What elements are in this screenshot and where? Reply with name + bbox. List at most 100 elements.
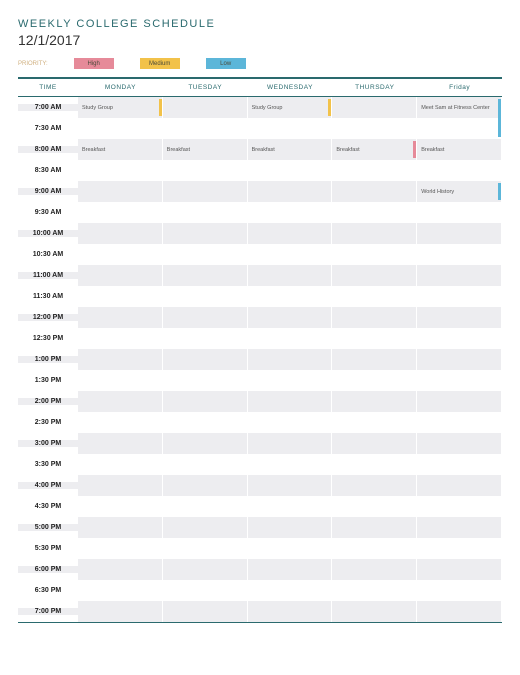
schedule-cell[interactable] [163,370,248,391]
schedule-cell[interactable]: Breakfast [163,139,248,160]
schedule-cell[interactable] [78,328,163,349]
schedule-cell[interactable] [417,328,502,349]
schedule-cell[interactable] [163,202,248,223]
schedule-cell[interactable]: Study Group [248,97,333,118]
schedule-cell[interactable] [78,160,163,181]
schedule-cell[interactable] [163,538,248,559]
schedule-cell[interactable] [78,559,163,580]
schedule-cell[interactable] [163,412,248,433]
schedule-cell[interactable] [248,286,333,307]
schedule-cell[interactable] [78,601,163,622]
schedule-cell[interactable] [163,160,248,181]
schedule-cell[interactable] [163,433,248,454]
schedule-cell[interactable] [78,181,163,202]
schedule-cell[interactable] [332,97,417,118]
schedule-cell[interactable] [78,475,163,496]
schedule-cell[interactable] [248,601,333,622]
schedule-cell[interactable] [248,307,333,328]
schedule-cell[interactable] [248,202,333,223]
schedule-cell[interactable] [332,433,417,454]
schedule-cell[interactable] [332,307,417,328]
schedule-cell[interactable] [78,244,163,265]
schedule-cell[interactable] [332,349,417,370]
schedule-cell[interactable] [332,370,417,391]
schedule-cell[interactable] [163,454,248,475]
schedule-cell[interactable] [248,223,333,244]
schedule-cell[interactable] [332,391,417,412]
schedule-cell[interactable] [163,328,248,349]
schedule-cell[interactable] [163,97,248,118]
schedule-cell[interactable] [417,307,502,328]
schedule-cell[interactable] [332,412,417,433]
schedule-cell[interactable] [78,349,163,370]
schedule-cell[interactable] [332,202,417,223]
schedule-cell[interactable] [417,454,502,475]
schedule-cell[interactable] [78,454,163,475]
schedule-cell[interactable] [332,454,417,475]
schedule-cell[interactable] [417,601,502,622]
schedule-cell[interactable] [332,328,417,349]
schedule-cell[interactable] [248,454,333,475]
schedule-cell[interactable] [332,244,417,265]
schedule-cell[interactable] [78,496,163,517]
schedule-cell[interactable] [417,475,502,496]
schedule-cell[interactable] [417,538,502,559]
schedule-cell[interactable] [163,118,248,139]
schedule-cell[interactable] [163,244,248,265]
schedule-cell[interactable]: Breakfast [78,139,163,160]
schedule-cell[interactable] [78,370,163,391]
schedule-cell[interactable]: Breakfast [417,139,502,160]
schedule-cell[interactable]: Breakfast [248,139,333,160]
schedule-cell[interactable] [163,349,248,370]
schedule-cell[interactable] [163,517,248,538]
schedule-cell[interactable]: World History [417,181,502,202]
schedule-cell[interactable] [78,517,163,538]
schedule-cell[interactable] [332,517,417,538]
schedule-cell[interactable] [332,496,417,517]
schedule-cell[interactable] [78,286,163,307]
schedule-cell[interactable] [417,559,502,580]
schedule-cell[interactable] [78,580,163,601]
schedule-cell[interactable] [332,223,417,244]
schedule-cell[interactable] [163,265,248,286]
schedule-cell[interactable] [417,202,502,223]
schedule-cell[interactable] [163,391,248,412]
schedule-cell[interactable] [332,538,417,559]
schedule-cell[interactable] [332,475,417,496]
schedule-cell[interactable] [248,370,333,391]
schedule-cell[interactable] [248,412,333,433]
schedule-cell[interactable] [248,244,333,265]
schedule-cell[interactable] [417,349,502,370]
schedule-cell[interactable] [417,412,502,433]
schedule-cell[interactable] [332,118,417,139]
schedule-cell[interactable] [417,118,502,139]
schedule-cell[interactable] [248,433,333,454]
schedule-cell[interactable] [78,433,163,454]
schedule-cell[interactable]: Meet Sam at Fitness Center [417,97,502,118]
schedule-cell[interactable] [78,118,163,139]
schedule-cell[interactable] [248,391,333,412]
schedule-cell[interactable] [332,286,417,307]
schedule-cell[interactable] [248,328,333,349]
schedule-cell[interactable] [248,160,333,181]
schedule-cell[interactable]: Study Group [78,97,163,118]
schedule-cell[interactable] [163,496,248,517]
schedule-cell[interactable] [332,559,417,580]
schedule-cell[interactable] [248,538,333,559]
schedule-cell[interactable] [417,244,502,265]
schedule-cell[interactable] [78,307,163,328]
schedule-cell[interactable] [163,475,248,496]
schedule-cell[interactable] [248,496,333,517]
schedule-cell[interactable] [417,433,502,454]
schedule-cell[interactable] [78,412,163,433]
schedule-cell[interactable] [78,223,163,244]
schedule-cell[interactable] [417,286,502,307]
schedule-cell[interactable] [78,202,163,223]
schedule-cell[interactable] [417,223,502,244]
schedule-cell[interactable] [78,265,163,286]
schedule-cell[interactable] [417,265,502,286]
schedule-cell[interactable] [78,538,163,559]
schedule-cell[interactable] [332,160,417,181]
schedule-cell[interactable] [417,496,502,517]
schedule-cell[interactable] [248,118,333,139]
